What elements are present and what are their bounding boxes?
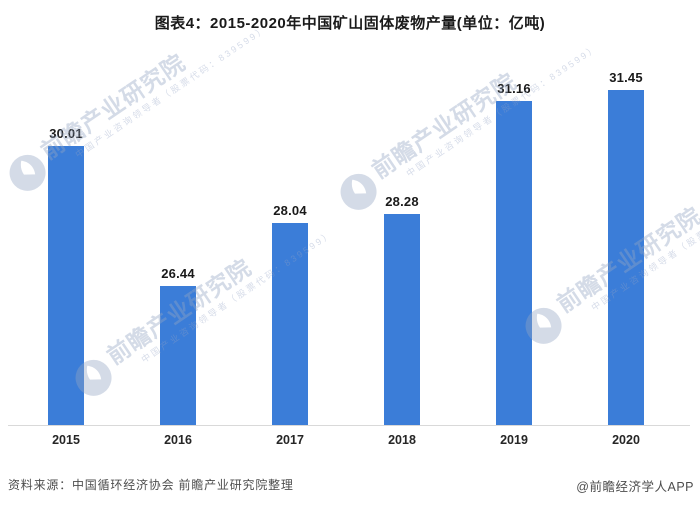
bar-2016 [160,286,196,425]
bar-value-label: 28.28 [385,194,419,209]
chart-title: 图表4：2015-2020年中国矿山固体废物产量(单位：亿吨) [154,15,546,32]
x-axis-tick-label: 2018 [388,433,416,447]
x-axis-line [8,425,690,426]
bar-value-label: 30.01 [49,126,83,141]
bar-2018 [384,214,420,425]
x-axis-tick-label: 2020 [612,433,640,447]
bar-value-label: 26.44 [161,266,195,281]
bar-value-label: 31.45 [609,70,643,85]
credit-text: @前瞻经济学人APP [576,480,694,494]
bar-value-label: 31.16 [497,81,531,96]
x-axis-tick-label: 2017 [276,433,304,447]
bar-2017 [272,223,308,425]
data-source-text: 资料来源：中国循环经济协会 前瞻产业研究院整理 [8,478,294,492]
bar-2015 [48,146,84,425]
bar-value-label: 28.04 [273,203,307,218]
bar-2020 [608,90,644,425]
x-axis-tick-label: 2015 [52,433,80,447]
x-axis-tick-label: 2019 [500,433,528,447]
bar-2019 [496,101,532,425]
x-axis-tick-label: 2016 [164,433,192,447]
